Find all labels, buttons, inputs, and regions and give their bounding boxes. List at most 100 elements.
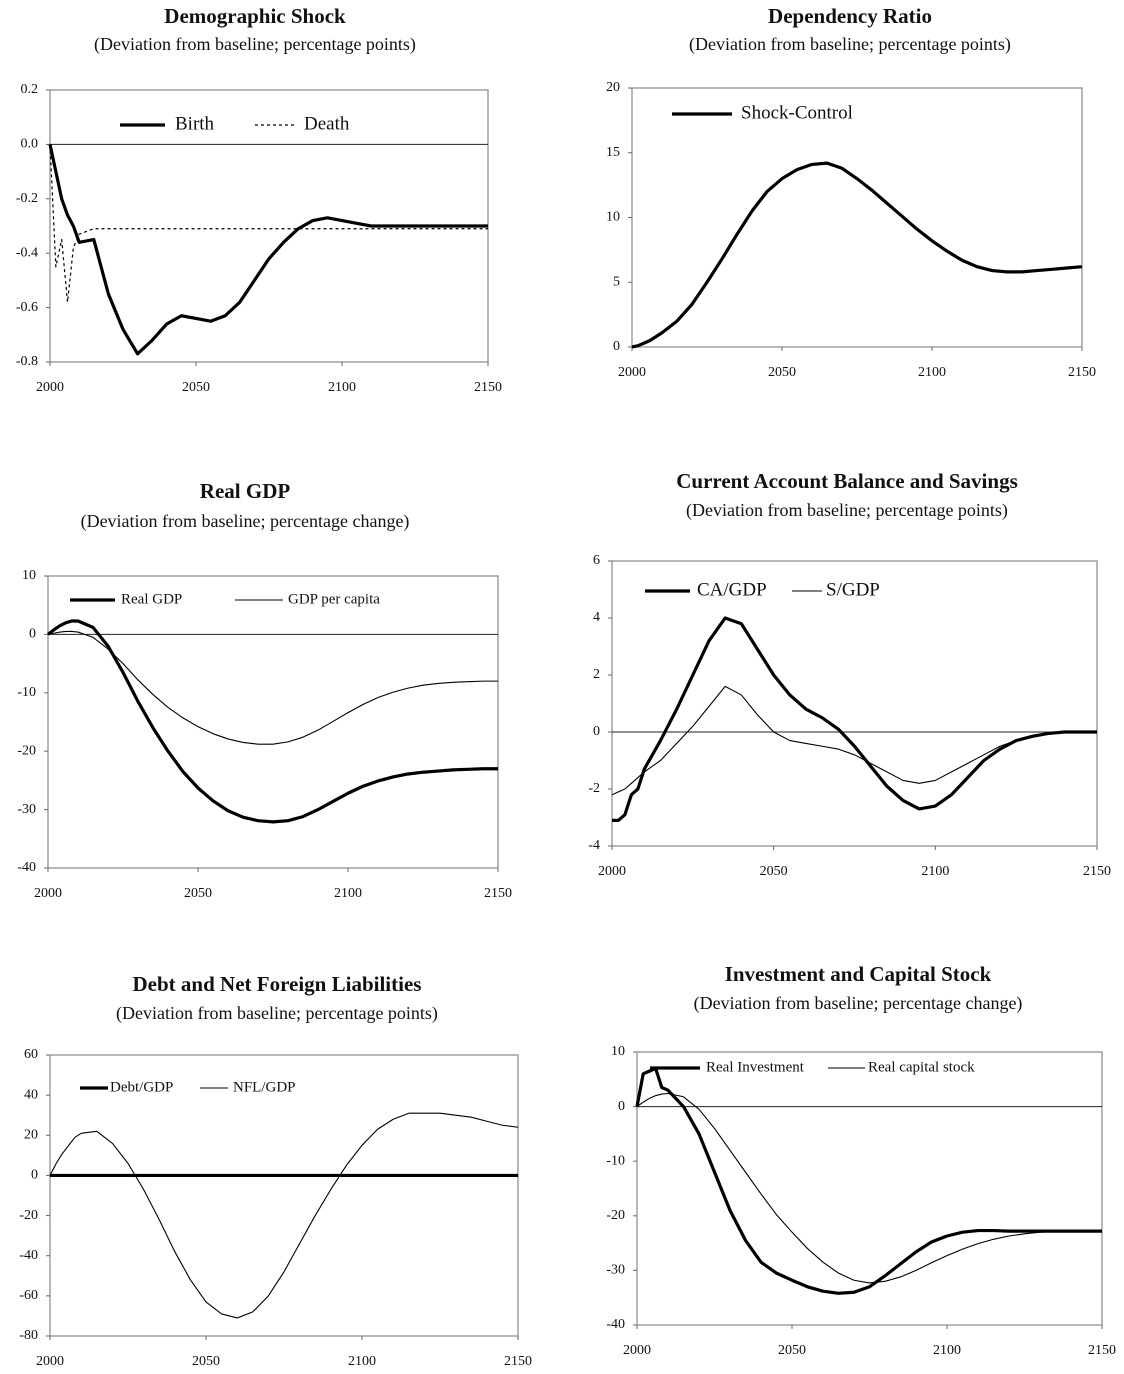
- x-tick-label: 2000: [623, 1343, 651, 1358]
- series-line: [635, 1066, 1102, 1295]
- legend-label: NFL/GDP: [233, 1079, 296, 1095]
- x-tick-label: 2100: [921, 864, 949, 879]
- y-tick-label: -30: [606, 1263, 625, 1278]
- chart-title: Real GDP: [200, 479, 291, 503]
- y-tick-label: -20: [17, 743, 36, 758]
- y-tick-label: -0.2: [16, 191, 38, 206]
- chart-title: Current Account Balance and Savings: [676, 469, 1018, 493]
- legend-label: Real Investment: [706, 1059, 805, 1075]
- x-tick-label: 2050: [192, 1354, 220, 1369]
- y-tick-label: 2: [593, 667, 600, 682]
- chart-subtitle: (Deviation from baseline; percentage poi…: [94, 34, 416, 55]
- y-tick-label: -20: [19, 1208, 38, 1223]
- y-tick-label: 4: [593, 610, 600, 625]
- legend-label: S/GDP: [826, 579, 880, 600]
- y-tick-label: -10: [606, 1153, 625, 1168]
- chart-title: Dependency Ratio: [768, 4, 932, 28]
- chart-subtitle: (Deviation from baseline; percentage poi…: [686, 500, 1008, 521]
- y-tick-label: -0.8: [16, 354, 38, 369]
- x-tick-label: 2100: [918, 365, 946, 380]
- x-tick-label: 2050: [768, 365, 796, 380]
- series-line: [636, 1092, 1102, 1284]
- legend-label: CA/GDP: [697, 579, 767, 600]
- x-tick-label: 2100: [933, 1343, 961, 1358]
- y-tick-label: -0.4: [16, 245, 38, 260]
- series-line: [612, 616, 1097, 822]
- x-tick-label: 2000: [34, 886, 62, 901]
- y-tick-label: -40: [19, 1248, 38, 1263]
- legend-label: Birth: [175, 113, 215, 134]
- y-tick-label: -0.6: [16, 300, 38, 315]
- chart-title: Debt and Net Foreign Liabilities: [133, 972, 422, 996]
- y-tick-label: 0: [31, 1168, 38, 1183]
- y-tick-label: 0: [618, 1099, 625, 1114]
- chart-subtitle: (Deviation from baseline; percentage poi…: [116, 1003, 438, 1024]
- y-tick-label: -2: [588, 781, 600, 796]
- x-tick-label: 2050: [182, 380, 210, 395]
- y-tick-label: 15: [606, 145, 620, 160]
- plot-frame: [47, 575, 499, 869]
- chart-title: Demographic Shock: [164, 4, 346, 28]
- series-line: [49, 1112, 519, 1319]
- x-tick-label: 2150: [504, 1354, 532, 1369]
- x-tick-label: 2000: [36, 380, 64, 395]
- x-tick-label: 2050: [184, 886, 212, 901]
- y-tick-label: 6: [593, 553, 600, 568]
- y-tick-label: 0: [613, 339, 620, 354]
- y-tick-label: 0: [593, 724, 600, 739]
- y-tick-label: 10: [611, 1044, 625, 1059]
- plot-frame: [631, 87, 1083, 348]
- y-tick-label: -10: [17, 685, 36, 700]
- y-tick-label: -40: [17, 860, 36, 875]
- y-tick-label: -40: [606, 1317, 625, 1332]
- x-tick-label: 2150: [484, 886, 512, 901]
- x-tick-label: 2150: [1068, 365, 1096, 380]
- y-tick-label: -80: [19, 1328, 38, 1343]
- chart-subtitle: (Deviation from baseline; percentage poi…: [689, 34, 1011, 55]
- x-tick-label: 2100: [334, 886, 362, 901]
- x-tick-label: 2100: [328, 380, 356, 395]
- x-tick-label: 2050: [778, 1343, 806, 1358]
- y-tick-label: -60: [19, 1288, 38, 1303]
- chart-title: Investment and Capital Stock: [725, 962, 992, 986]
- legend-label: GDP per capita: [288, 591, 380, 607]
- series-line: [48, 144, 488, 356]
- chart-subtitle: (Deviation from baseline; percentage cha…: [81, 511, 410, 532]
- y-tick-label: 20: [24, 1128, 38, 1143]
- y-tick-label: 40: [24, 1087, 38, 1102]
- series-line: [611, 685, 1097, 796]
- y-tick-label: 60: [24, 1047, 38, 1062]
- plot-frame: [611, 560, 1098, 847]
- x-tick-label: 2150: [1088, 1343, 1116, 1358]
- y-tick-label: 0.2: [21, 82, 39, 97]
- x-tick-label: 2000: [36, 1354, 64, 1369]
- plot-frame: [49, 1054, 519, 1337]
- y-tick-label: 5: [613, 274, 620, 289]
- x-tick-label: 2000: [618, 365, 646, 380]
- legend-label: Debt/GDP: [110, 1079, 173, 1095]
- y-tick-label: -20: [606, 1208, 625, 1223]
- chart-subtitle: (Deviation from baseline; percentage cha…: [694, 993, 1023, 1014]
- x-tick-label: 2150: [1083, 864, 1111, 879]
- y-tick-label: 0: [29, 627, 36, 642]
- x-tick-label: 2000: [598, 864, 626, 879]
- legend-label: Real GDP: [121, 591, 182, 607]
- series-line: [47, 619, 498, 824]
- series-line: [49, 144, 488, 303]
- y-tick-label: 10: [606, 210, 620, 225]
- legend-label: Shock-Control: [741, 102, 853, 123]
- y-tick-label: -30: [17, 802, 36, 817]
- x-tick-label: 2100: [348, 1354, 376, 1369]
- y-tick-label: 0.0: [21, 137, 39, 152]
- y-tick-label: -4: [588, 838, 600, 853]
- legend-label: Real capital stock: [868, 1059, 975, 1075]
- series-line: [631, 161, 1083, 349]
- plot-frame: [636, 1051, 1103, 1326]
- y-tick-label: 10: [22, 568, 36, 583]
- legend-label: Death: [304, 113, 350, 134]
- y-tick-label: 20: [606, 80, 620, 95]
- x-tick-label: 2150: [474, 380, 502, 395]
- x-tick-label: 2050: [760, 864, 788, 879]
